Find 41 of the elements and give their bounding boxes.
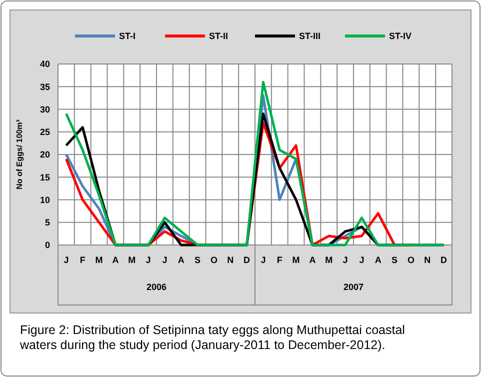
x-tick-label: M <box>325 255 333 265</box>
caption: Figure 2: Distribution of Setipinna taty eggs along Muthupettai coastal waters during the study period (January-2011 to December-2012). <box>19 323 405 352</box>
y-tick-label: 5 <box>44 218 50 228</box>
x-tick-label: S <box>392 255 398 265</box>
legend-label: ST-I <box>119 31 136 42</box>
text: 2007 <box>343 282 364 292</box>
y-tick-label: 10 <box>40 194 50 205</box>
y-tick-label: 30 <box>40 104 50 114</box>
x-tick-label: S <box>194 255 201 265</box>
y-tick-label: 35 <box>40 82 50 92</box>
x-tick-label: J <box>359 255 364 265</box>
y-tick-label: 0 <box>44 240 50 250</box>
x-tick-label: J <box>342 255 348 265</box>
y-tick-label: 25 <box>40 127 50 138</box>
y-axis-title: No of Eggs/ 100m³ <box>15 119 24 190</box>
x-tick-label: J <box>162 255 168 265</box>
x-tick-label: A <box>309 255 316 265</box>
x-tick-label: J <box>146 255 151 265</box>
x-tick-label: N <box>424 255 431 265</box>
x-tick-label: A <box>374 255 382 265</box>
legend-label: ST-III <box>299 31 321 42</box>
x-tick-label: M <box>95 255 103 265</box>
x-tick-label: F <box>80 255 86 265</box>
legend-label: ST-IV <box>389 31 412 42</box>
x-tick-label: J <box>64 255 69 265</box>
legend-label: ST-II <box>209 31 228 42</box>
y-tick-label: 40 <box>40 59 50 70</box>
x-tick-label: M <box>292 255 300 265</box>
y-tick-label: 20 <box>40 150 50 160</box>
text: 2006 <box>146 282 167 292</box>
x-tick-label: D <box>440 255 448 265</box>
y-tick-label: 15 <box>40 172 50 182</box>
x-tick-label: A <box>178 255 185 265</box>
x-tick-label: F <box>276 255 283 265</box>
x-tick-label: N <box>227 255 234 265</box>
x-tick-label: D <box>244 255 251 265</box>
x-tick-label: M <box>128 255 136 265</box>
x-tick-label: O <box>210 255 218 265</box>
x-tick-label: O <box>407 255 414 265</box>
x-tick-label: A <box>112 255 120 265</box>
x-tick-label: J <box>260 255 266 265</box>
